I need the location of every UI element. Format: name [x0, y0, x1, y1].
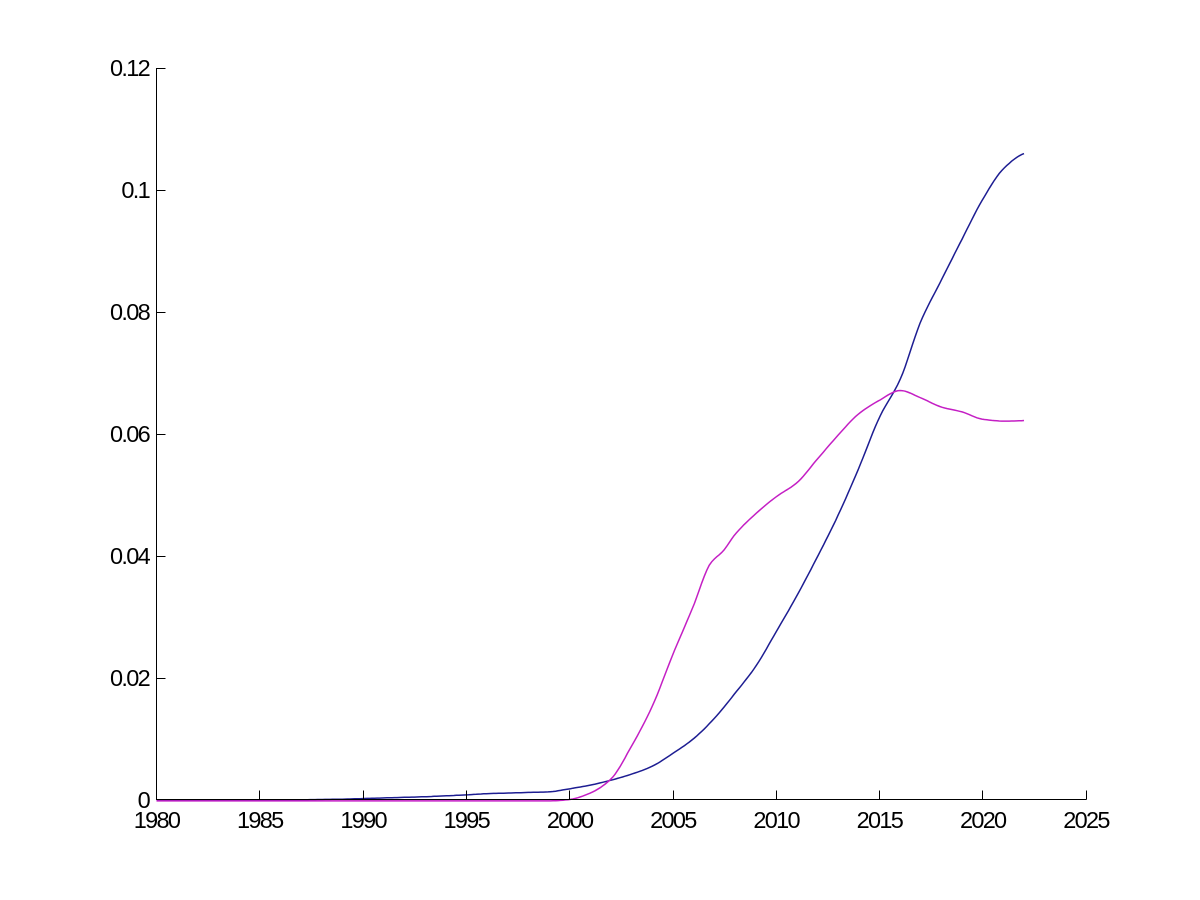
svg-text:1990: 1990 [340, 807, 387, 833]
svg-text:2015: 2015 [857, 807, 904, 833]
svg-text:1995: 1995 [444, 807, 491, 833]
svg-text:1985: 1985 [237, 807, 284, 833]
svg-text:0.08: 0.08 [110, 299, 151, 325]
svg-text:0.04: 0.04 [110, 543, 151, 569]
svg-text:2000: 2000 [547, 807, 594, 833]
svg-text:0.02: 0.02 [110, 665, 150, 691]
svg-text:0.12: 0.12 [110, 55, 150, 81]
svg-text:0: 0 [138, 787, 151, 813]
svg-text:2025: 2025 [1063, 807, 1110, 833]
svg-text:0.1: 0.1 [121, 177, 149, 203]
svg-text:2020: 2020 [960, 807, 1007, 833]
svg-text:2010: 2010 [753, 807, 800, 833]
svg-text:1980: 1980 [134, 807, 181, 833]
svg-text:2005: 2005 [650, 807, 697, 833]
svg-text:0.06: 0.06 [110, 421, 151, 447]
